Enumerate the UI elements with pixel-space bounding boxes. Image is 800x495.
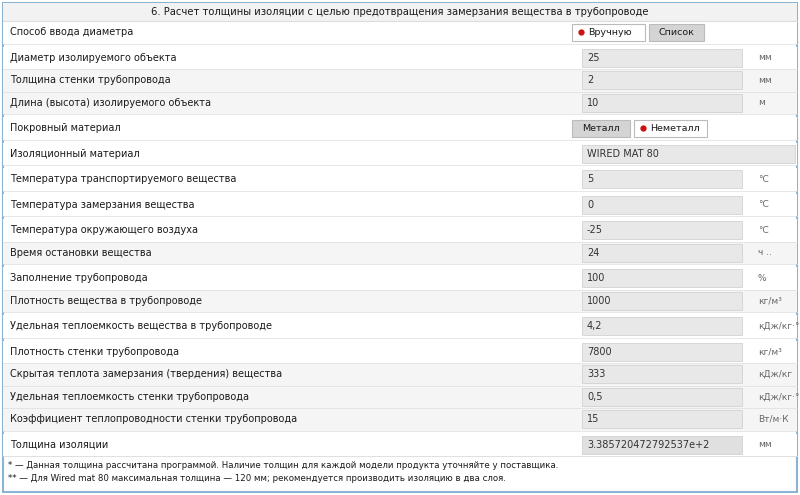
Text: м: м bbox=[758, 98, 765, 107]
Text: Время остановки вещества: Время остановки вещества bbox=[10, 248, 152, 258]
Text: Металл: Металл bbox=[582, 124, 620, 133]
Text: кг/м³: кг/м³ bbox=[758, 347, 782, 356]
Bar bbox=[3, 341, 797, 363]
Bar bbox=[3, 408, 797, 431]
Text: * — Данная толщина рассчитана программой. Наличие толщин для каждой модели проду: * — Данная толщина рассчитана программой… bbox=[8, 461, 558, 470]
Bar bbox=[582, 410, 742, 428]
Text: Толщина стенки трубопровода: Толщина стенки трубопровода bbox=[10, 75, 170, 85]
Text: мм: мм bbox=[758, 53, 772, 62]
Bar bbox=[582, 196, 742, 213]
Text: Диаметр изолируемого объекта: Диаметр изолируемого объекта bbox=[10, 53, 177, 63]
Text: Коэффициент теплопроводности стенки трубопровода: Коэффициент теплопроводности стенки труб… bbox=[10, 414, 297, 424]
Text: 10: 10 bbox=[587, 98, 599, 108]
Bar bbox=[3, 143, 797, 165]
Text: -25: -25 bbox=[587, 225, 603, 235]
Text: Длина (высота) изолируемого объекта: Длина (высота) изолируемого объекта bbox=[10, 98, 211, 108]
Bar bbox=[3, 194, 797, 216]
Text: %: % bbox=[758, 274, 766, 283]
Bar bbox=[582, 436, 742, 453]
Bar bbox=[3, 315, 797, 338]
FancyBboxPatch shape bbox=[572, 120, 630, 137]
Bar bbox=[582, 94, 742, 111]
Text: °С: °С bbox=[758, 226, 769, 235]
Text: мм: мм bbox=[758, 440, 772, 449]
Bar bbox=[3, 434, 797, 456]
Text: Температура транспортируемого вещества: Температура транспортируемого вещества bbox=[10, 174, 236, 184]
Bar bbox=[3, 363, 797, 386]
Bar bbox=[582, 49, 742, 66]
Text: Удельная теплоемкость стенки трубопровода: Удельная теплоемкость стенки трубопровод… bbox=[10, 392, 249, 402]
Text: кДж/кг·°С: кДж/кг·°С bbox=[758, 392, 800, 401]
FancyBboxPatch shape bbox=[572, 24, 645, 41]
Text: 25: 25 bbox=[587, 53, 599, 63]
Bar bbox=[3, 3, 797, 21]
Bar bbox=[3, 117, 797, 140]
Text: ч ..: ч .. bbox=[758, 248, 772, 257]
Text: ** — Для Wired mat 80 максимальная толщина — 120 мм; рекомендуется производить и: ** — Для Wired mat 80 максимальная толщи… bbox=[8, 474, 506, 483]
Bar bbox=[3, 47, 797, 69]
Bar bbox=[582, 244, 742, 261]
FancyBboxPatch shape bbox=[3, 3, 797, 492]
Bar bbox=[582, 292, 742, 309]
Text: 0,5: 0,5 bbox=[587, 392, 602, 402]
Text: Вручную: Вручную bbox=[588, 28, 632, 37]
FancyBboxPatch shape bbox=[649, 24, 704, 41]
Text: WIRED MAT 80: WIRED MAT 80 bbox=[587, 149, 659, 159]
Text: 3.385720472792537е+2: 3.385720472792537е+2 bbox=[587, 440, 710, 450]
Bar bbox=[582, 145, 795, 162]
Text: кДж/кг·°С: кДж/кг·°С bbox=[758, 322, 800, 331]
Text: Способ ввода диаметра: Способ ввода диаметра bbox=[10, 27, 134, 37]
Text: 333: 333 bbox=[587, 369, 606, 379]
Bar bbox=[3, 290, 797, 312]
Bar bbox=[582, 269, 742, 287]
Text: мм: мм bbox=[758, 76, 772, 85]
Text: Скрытая теплота замерзания (твердения) вещества: Скрытая теплота замерзания (твердения) в… bbox=[10, 369, 282, 379]
Bar bbox=[3, 267, 797, 290]
Text: Вт/м·К: Вт/м·К bbox=[758, 415, 789, 424]
Bar bbox=[582, 388, 742, 405]
Text: Удельная теплоемкость вещества в трубопроводе: Удельная теплоемкость вещества в трубопр… bbox=[10, 321, 272, 331]
Bar bbox=[582, 317, 742, 335]
Bar bbox=[582, 221, 742, 239]
Text: Заполнение трубопровода: Заполнение трубопровода bbox=[10, 273, 148, 283]
Text: Неметалл: Неметалл bbox=[650, 124, 700, 133]
Text: 7800: 7800 bbox=[587, 347, 612, 357]
Text: 4,2: 4,2 bbox=[587, 321, 602, 331]
Text: 2: 2 bbox=[587, 75, 594, 85]
Text: Покровный материал: Покровный материал bbox=[10, 123, 121, 133]
Text: 100: 100 bbox=[587, 273, 606, 283]
Bar bbox=[3, 92, 797, 114]
Text: Список: Список bbox=[658, 28, 694, 37]
Bar bbox=[582, 170, 742, 188]
Text: 15: 15 bbox=[587, 414, 599, 424]
Text: Толщина изоляции: Толщина изоляции bbox=[10, 440, 108, 450]
Text: Температура окружающего воздуха: Температура окружающего воздуха bbox=[10, 225, 198, 235]
Text: Температура замерзания вещества: Температура замерзания вещества bbox=[10, 200, 194, 210]
Text: кг/м³: кг/м³ bbox=[758, 296, 782, 305]
Text: Плотность стенки трубопровода: Плотность стенки трубопровода bbox=[10, 347, 179, 357]
Text: °С: °С bbox=[758, 200, 769, 209]
Bar bbox=[3, 219, 797, 242]
Bar bbox=[3, 168, 797, 191]
Bar bbox=[3, 386, 797, 408]
Bar bbox=[582, 71, 742, 89]
Text: кДж/кг: кДж/кг bbox=[758, 370, 792, 379]
Bar bbox=[3, 69, 797, 92]
Text: °С: °С bbox=[758, 175, 769, 184]
FancyBboxPatch shape bbox=[634, 120, 707, 137]
Text: Изоляционный материал: Изоляционный материал bbox=[10, 149, 140, 159]
Text: 5: 5 bbox=[587, 174, 594, 184]
Text: 1000: 1000 bbox=[587, 296, 611, 306]
Text: Плотность вещества в трубопроводе: Плотность вещества в трубопроводе bbox=[10, 296, 202, 306]
Text: 0: 0 bbox=[587, 200, 593, 210]
Bar bbox=[582, 365, 742, 383]
Text: 6. Расчет толщины изоляции с целью предотвращения замерзания вещества в трубопро: 6. Расчет толщины изоляции с целью предо… bbox=[151, 7, 649, 17]
Bar bbox=[3, 21, 797, 44]
Text: 24: 24 bbox=[587, 248, 599, 258]
Bar bbox=[3, 242, 797, 264]
Bar bbox=[582, 343, 742, 360]
